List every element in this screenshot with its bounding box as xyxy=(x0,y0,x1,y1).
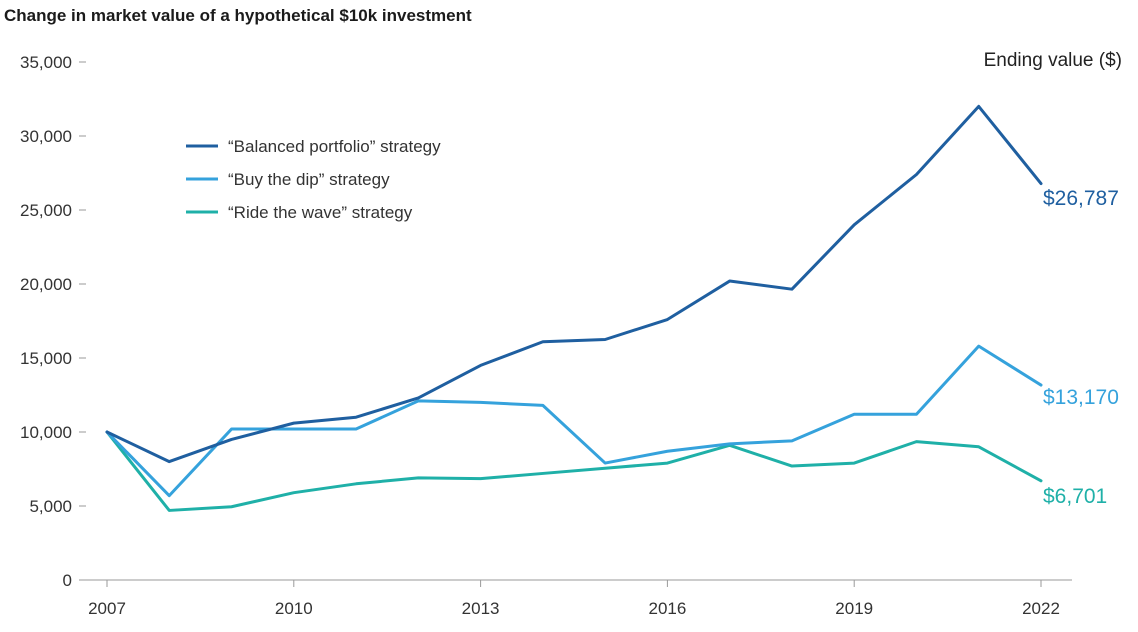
legend-label: “Balanced portfolio” strategy xyxy=(228,137,441,156)
y-tick-label: 5,000 xyxy=(29,497,72,516)
legend-label: “Buy the dip” strategy xyxy=(228,170,390,189)
x-tick-label: 2016 xyxy=(648,599,686,618)
y-tick-label: 25,000 xyxy=(20,201,72,220)
y-tick-label: 20,000 xyxy=(20,275,72,294)
y-tick-label: 0 xyxy=(63,571,72,590)
y-axis: 0 5,000 10,000 15,000 20,000 25,000 30,000 35,0… xyxy=(20,53,86,590)
ending-value-header: Ending value ($) xyxy=(983,50,1122,71)
y-tick-label: 35,000 xyxy=(20,53,72,72)
x-tick-label: 2010 xyxy=(275,599,313,618)
series-lines xyxy=(105,104,1043,512)
x-tick-label: 2013 xyxy=(462,599,500,618)
end-value-labels: $26,787 $13,170 $6,701 xyxy=(1043,187,1119,508)
chart-title: Change in market value of a hypothetical… xyxy=(4,6,472,25)
x-tick-label: 2007 xyxy=(88,599,126,618)
legend-label: “Ride the wave” strategy xyxy=(228,203,413,222)
legend: “Balanced portfolio” strategy “Buy the di… xyxy=(186,137,441,222)
x-axis: 2007 2010 2013 2016 2019 2022 xyxy=(80,579,1072,618)
series-line-1 xyxy=(105,344,1043,498)
y-tick-label: 15,000 xyxy=(20,349,72,368)
end-value-label: $6,701 xyxy=(1043,485,1107,508)
series-line-0 xyxy=(105,104,1043,464)
y-tick-label: 30,000 xyxy=(20,127,72,146)
y-tick-label: 10,000 xyxy=(20,423,72,442)
x-tick-label: 2019 xyxy=(835,599,873,618)
x-tick-label: 2022 xyxy=(1022,599,1060,618)
end-value-label: $13,170 xyxy=(1043,386,1119,409)
series-line-2 xyxy=(105,430,1043,512)
end-value-label: $26,787 xyxy=(1043,187,1119,210)
